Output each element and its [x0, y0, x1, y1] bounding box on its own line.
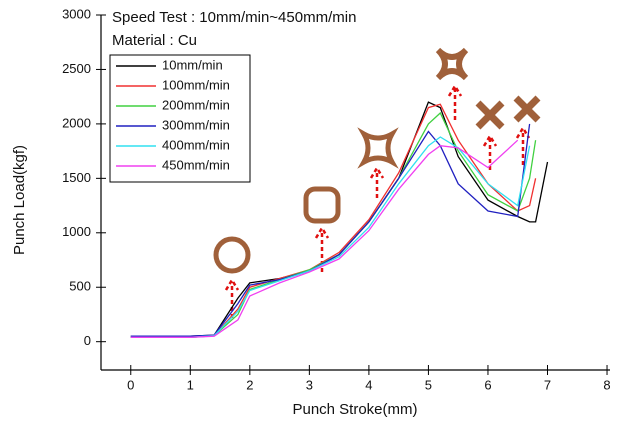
y-tick-label: 2000 [62, 115, 91, 130]
legend-label: 400mm/min [162, 137, 230, 152]
arrow [515, 125, 531, 165]
series-line [130, 139, 519, 338]
y-tick-label: 500 [69, 279, 91, 294]
x-tick-label: 0 [127, 377, 134, 392]
x-tick-label: 3 [306, 377, 313, 392]
legend-label: 200mm/min [162, 97, 230, 112]
legend-label: 300mm/min [162, 117, 230, 132]
y-tick-label: 0 [84, 333, 91, 348]
y-tick-label: 1000 [62, 224, 91, 239]
legend-label: 10mm/min [162, 57, 223, 72]
x-tick-label: 4 [365, 377, 372, 392]
annotation: Speed Test : 10mm/min~450mm/min [112, 9, 356, 26]
y-tick-label: 3000 [62, 6, 91, 21]
annotation: Material : Cu [112, 32, 197, 49]
series-line [130, 136, 531, 338]
arrow [224, 277, 240, 318]
y-tick-label: 1500 [62, 170, 91, 185]
x-icon [475, 100, 505, 130]
series-line [130, 103, 537, 338]
x-tick-label: 2 [246, 377, 253, 392]
x-tick-label: 1 [187, 377, 194, 392]
star-icon [435, 47, 469, 81]
rounded-square-icon [303, 186, 341, 224]
arrow [482, 133, 498, 170]
x-icon [513, 95, 541, 123]
legend-label: 100mm/min [162, 77, 230, 92]
arrow [447, 83, 463, 120]
series-line [130, 123, 531, 337]
y-tick-label: 2500 [62, 61, 91, 76]
legend-label: 450mm/min [162, 157, 230, 172]
y-axis-label: Punch Load(kgf) [11, 145, 28, 255]
legend-box [109, 54, 251, 183]
concave-square-icon [357, 127, 399, 169]
icons [213, 47, 541, 318]
x-tick-label: 8 [603, 377, 610, 392]
x-tick-label: 6 [484, 377, 491, 392]
ring-icon [213, 236, 251, 274]
x-tick-label: 7 [544, 377, 551, 392]
arrow [369, 165, 385, 198]
x-axis-label: Punch Stroke(mm) [292, 401, 417, 418]
x-tick-label: 5 [425, 377, 432, 392]
